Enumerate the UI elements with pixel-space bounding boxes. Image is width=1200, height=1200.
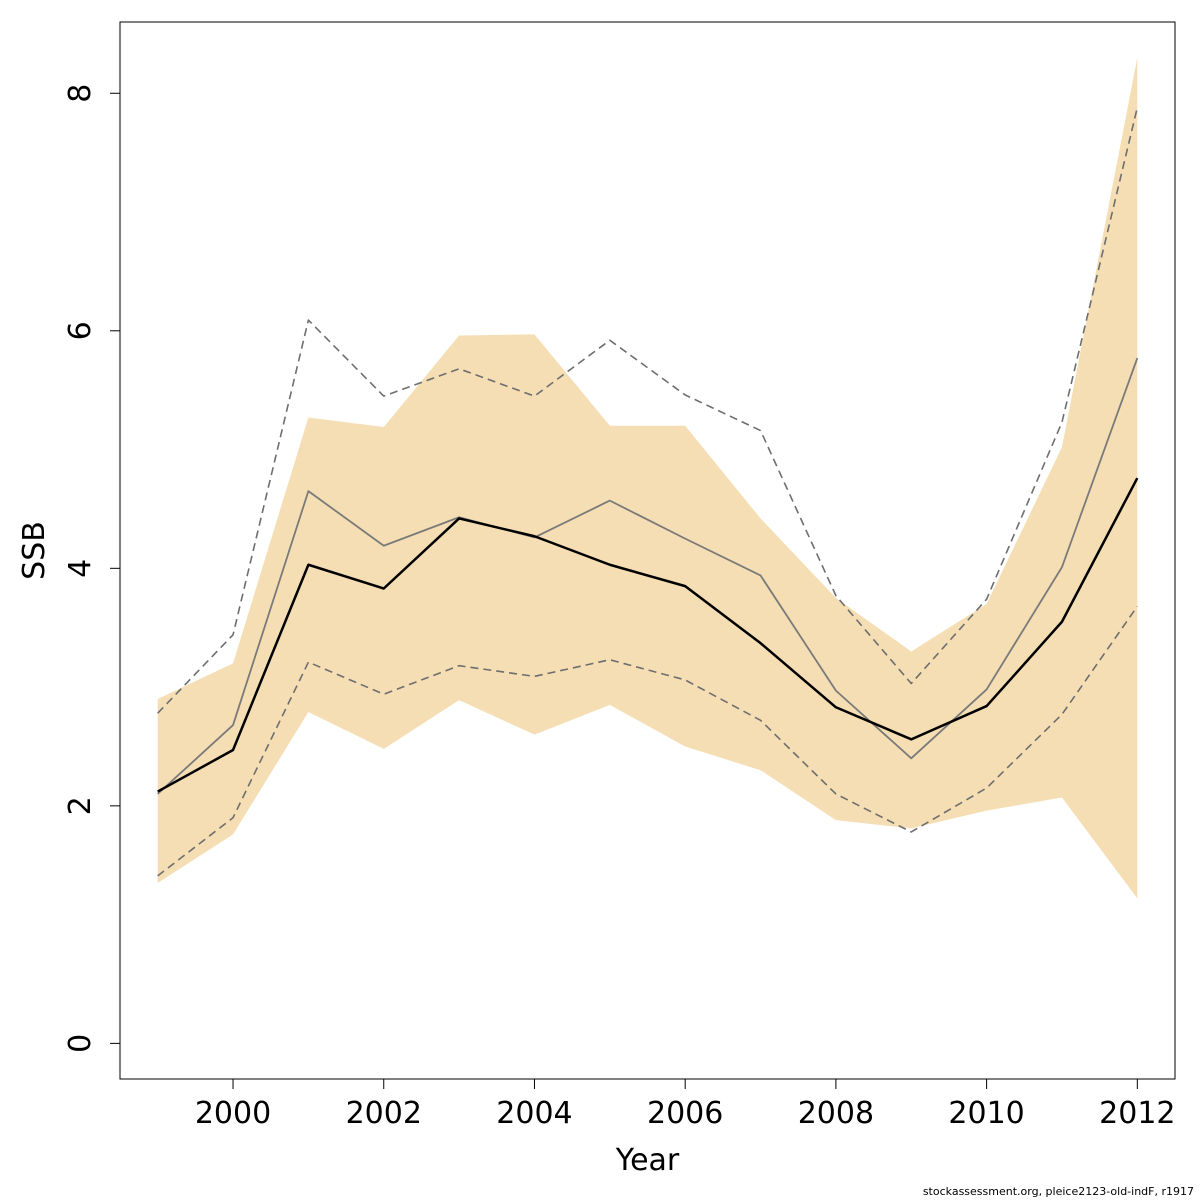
x-tick-label: 2012 (1099, 1096, 1175, 1131)
y-tick-label: 8 (63, 84, 98, 103)
series-layer (157, 107, 1139, 877)
x-tick-label: 2008 (798, 1096, 874, 1131)
x-axis-title: Year (615, 1143, 680, 1178)
y-tick-label: 2 (63, 796, 98, 815)
x-tick-label: 2002 (346, 1096, 422, 1131)
y-tick-label: 6 (63, 321, 98, 340)
estimate-line (157, 477, 1139, 793)
x-tick-label: 2010 (948, 1096, 1024, 1131)
x-tick-label: 2000 (195, 1096, 271, 1131)
confidence-band-layer (157, 57, 1138, 899)
confidence-band (157, 57, 1138, 899)
x-tick-label: 2006 (647, 1096, 723, 1131)
y-tick-label: 0 (63, 1034, 98, 1053)
x-tick-label: 2004 (496, 1096, 572, 1131)
grey-series-line (157, 357, 1139, 795)
axes-layer: 2000 2002 2004 2006 2008 2010 2012 0 2 4 6 8 (63, 84, 1176, 1131)
y-tick-label: 4 (63, 559, 98, 578)
y-axis-title: SSB (17, 521, 52, 580)
footer-source-text: stockassessment.org, pleice2123-old-indF… (922, 1185, 1194, 1198)
